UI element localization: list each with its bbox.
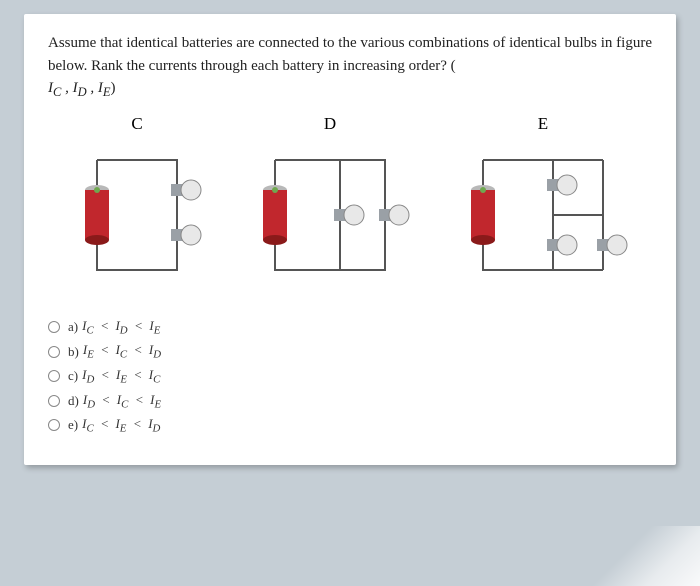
opt-prefix: c) — [68, 368, 78, 384]
circuit-c: C — [67, 114, 207, 290]
option-e[interactable]: e) IC < IE < ID — [48, 416, 652, 435]
q-symbols: IC , ID , IE — [48, 80, 111, 96]
radio-icon[interactable] — [48, 321, 60, 333]
opt-text: IC < IE < ID — [82, 416, 160, 435]
question-text: Assume that identical batteries are conn… — [48, 32, 652, 102]
answer-options: a) IC < ID < IE b) IE < IC < ID c) ID < … — [48, 318, 652, 435]
radio-icon[interactable] — [48, 419, 60, 431]
circuit-c-svg — [67, 140, 207, 290]
opt-text: IE < IC < ID — [83, 342, 161, 361]
circuit-e: E — [453, 114, 633, 290]
radio-icon[interactable] — [48, 346, 60, 358]
opt-text: ID < IC < IE — [83, 392, 161, 411]
glare-overlay — [580, 526, 700, 586]
question-card: Assume that identical batteries are conn… — [24, 14, 676, 465]
circuit-label-c: C — [131, 114, 142, 134]
q-close: ) — [111, 80, 116, 96]
opt-prefix: e) — [68, 417, 78, 433]
radio-icon[interactable] — [48, 370, 60, 382]
opt-text: ID < IE < IC — [82, 367, 160, 386]
opt-prefix: a) — [68, 319, 78, 335]
opt-prefix: d) — [68, 393, 79, 409]
q-line1: Assume that identical batteries are conn… — [48, 35, 561, 51]
radio-icon[interactable] — [48, 395, 60, 407]
circuit-label-d: D — [324, 114, 336, 134]
option-c[interactable]: c) ID < IE < IC — [48, 367, 652, 386]
option-b[interactable]: b) IE < IC < ID — [48, 342, 652, 361]
circuit-d: D — [245, 114, 415, 290]
circuit-d-svg — [245, 140, 415, 290]
circuits-figure: C — [48, 114, 652, 290]
opt-text: IC < ID < IE — [82, 318, 160, 337]
opt-prefix: b) — [68, 344, 79, 360]
circuit-label-e: E — [538, 114, 548, 134]
option-d[interactable]: d) ID < IC < IE — [48, 392, 652, 411]
circuit-e-svg — [453, 140, 633, 290]
option-a[interactable]: a) IC < ID < IE — [48, 318, 652, 337]
